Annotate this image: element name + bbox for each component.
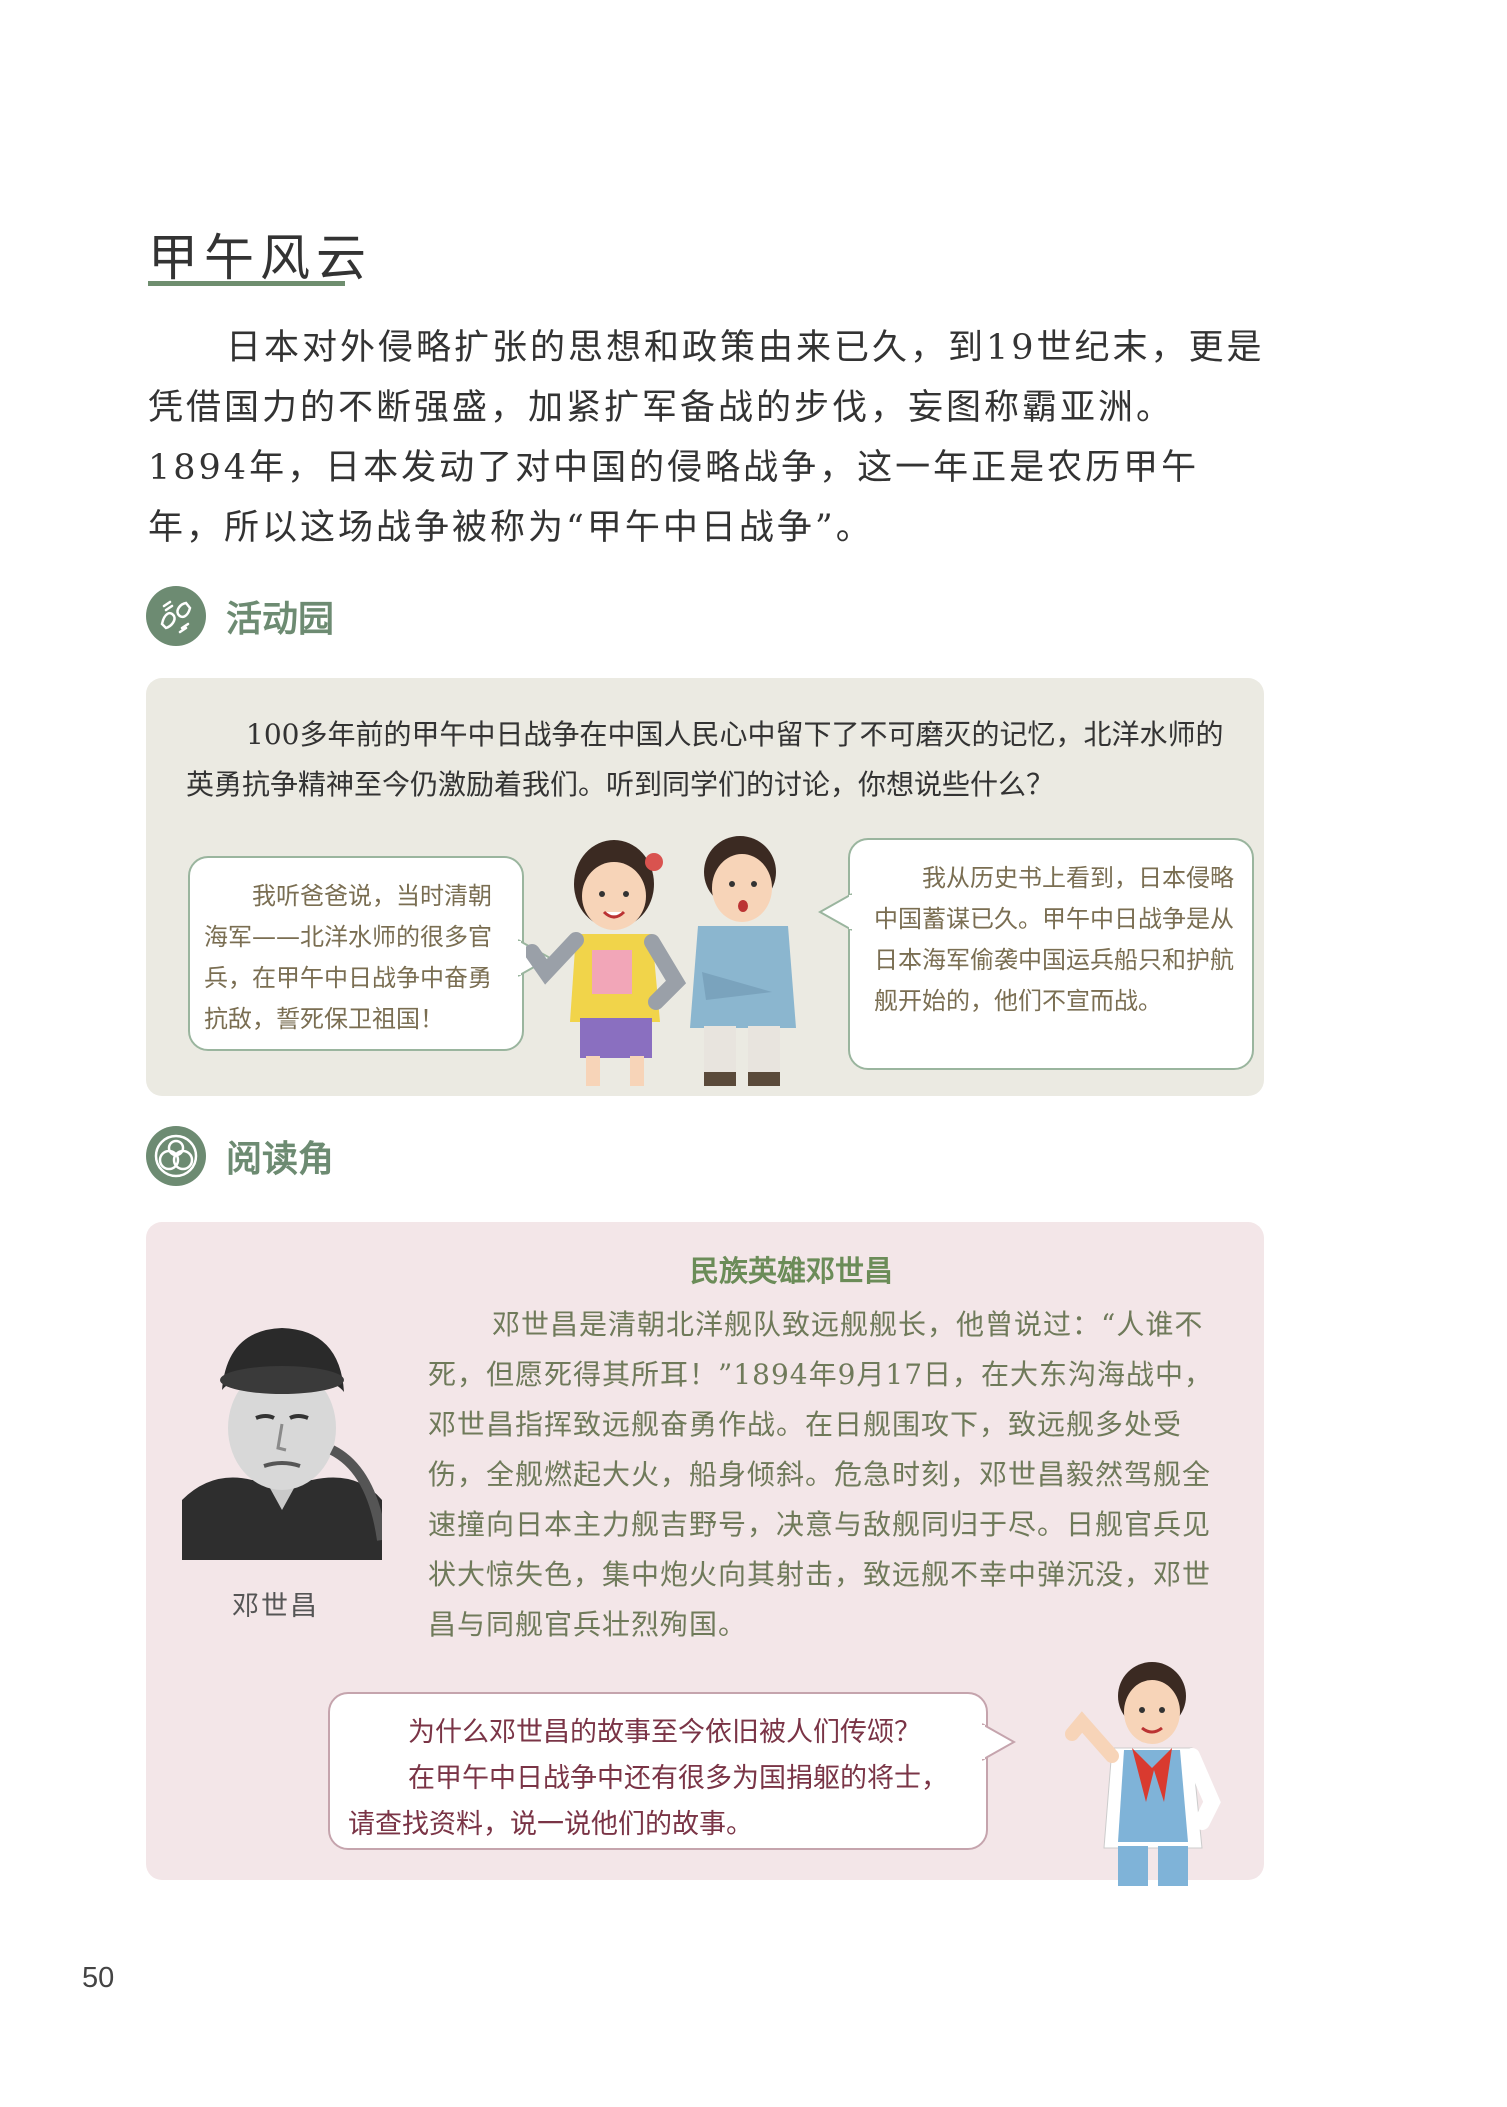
students-illustration bbox=[526, 836, 796, 1086]
question-bubble-tail bbox=[982, 1723, 1016, 1761]
question-line-1: 为什么邓世昌的故事至今依旧被人们传颂？ bbox=[408, 1717, 921, 1748]
speech-bubble-right-tail bbox=[818, 893, 852, 931]
reading-title: 民族英雄邓世昌 bbox=[690, 1254, 894, 1288]
title-underline bbox=[148, 281, 345, 286]
reading-heading: 阅读角 bbox=[146, 1126, 334, 1186]
speech-bubble-left-text: 我听爸爸说，当时清朝海军——北洋水师的很多官兵，在甲午中日战争中奋勇抗敌，誓死保… bbox=[204, 882, 492, 1033]
section-title: 甲午风云 bbox=[148, 229, 372, 287]
reading-body-block: 邓世昌是清朝北洋舰队致远舰舰长，他曾说过：“人谁不死，但愿死得其所耳！”1894… bbox=[428, 1300, 1228, 1650]
reading-heading-label: 阅读角 bbox=[226, 1139, 335, 1180]
speech-bubble-right-text: 我从历史书上看到，日本侵略中国蓄谋已久。甲午中日战争是从日本海军偷袭中国运兵船只… bbox=[874, 864, 1234, 1015]
reading-circles-icon bbox=[146, 1126, 206, 1186]
boy-with-scarf-illustration bbox=[1065, 1662, 1221, 1886]
boy-figure bbox=[690, 836, 796, 1086]
activity-prompt-block: 100多年前的甲午中日战争在中国人民心中留下了不可磨灭的记忆，北洋水师的英勇抗争… bbox=[186, 710, 1236, 810]
intro-paragraph-block: 日本对外侵略扩张的思想和政策由来已久，到19世纪末，更是凭借国力的不断强盛，加紧… bbox=[148, 318, 1268, 558]
activity-heading: 活动园 bbox=[146, 586, 334, 646]
speech-bubble-right: 我从历史书上看到，日本侵略中国蓄谋已久。甲午中日战争是从日本海军偷袭中国运兵船只… bbox=[818, 838, 1254, 1070]
question-bubble: 为什么邓世昌的故事至今依旧被人们传颂？ 在甲午中日战争中还有很多为国捐躯的将士，… bbox=[328, 1692, 1016, 1850]
activity-heading-label: 活动园 bbox=[226, 599, 335, 640]
portrait-caption: 邓世昌 bbox=[232, 1591, 319, 1622]
speech-bubble-left: 我听爸爸说，当时清朝海军——北洋水师的很多官兵，在甲午中日战争中奋勇抗敌，誓死保… bbox=[188, 856, 552, 1051]
deng-shichang-portrait bbox=[182, 1310, 382, 1560]
intro-paragraph: 日本对外侵略扩张的思想和政策由来已久，到19世纪末，更是凭借国力的不断强盛，加紧… bbox=[148, 328, 1265, 548]
question-line-2: 在甲午中日战争中还有很多为国捐躯的将士，请查找资料，说一说他们的故事。 bbox=[348, 1763, 948, 1840]
girl-figure bbox=[526, 840, 687, 1086]
activity-hands-icon bbox=[146, 586, 206, 646]
page-number: 50 bbox=[82, 1962, 115, 1994]
reading-body: 邓世昌是清朝北洋舰队致远舰舰长，他曾说过：“人谁不死，但愿死得其所耳！”1894… bbox=[428, 1308, 1214, 1641]
activity-prompt: 100多年前的甲午中日战争在中国人民心中留下了不可磨灭的记忆，北洋水师的英勇抗争… bbox=[186, 718, 1224, 801]
